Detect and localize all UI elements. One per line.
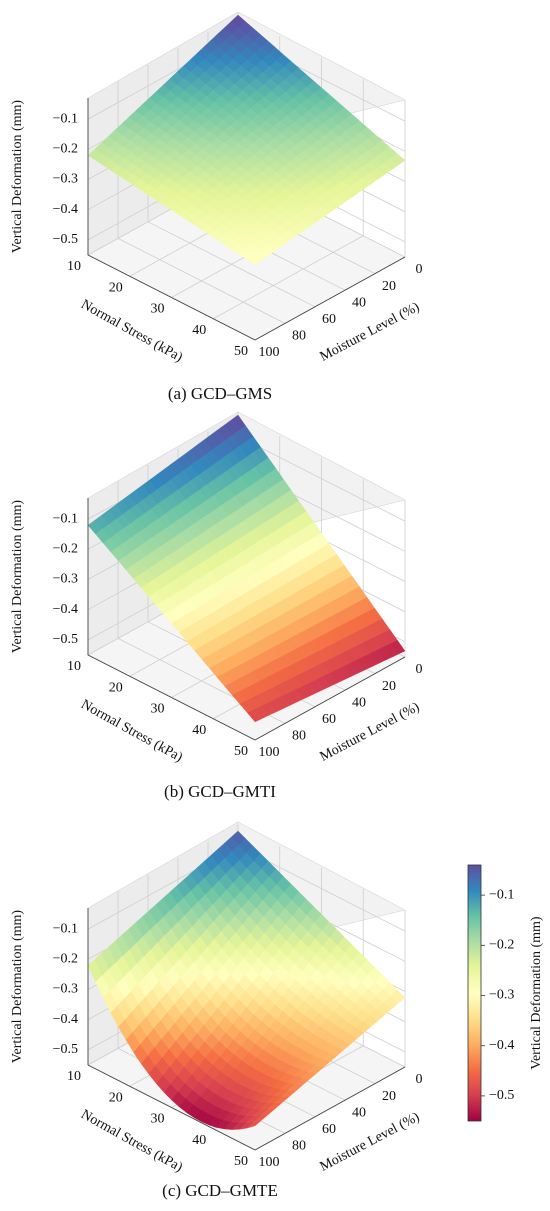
surface-plot-a: 10 20 30 40 50 0 20 40 60 80 100 −0.1 −0.2 −0.3 −0.4 −0…: [10, 11, 423, 365]
x-tick-label: 40: [192, 323, 206, 338]
caption-a: (a) GCD–GMS: [167, 384, 273, 403]
y-tick-label: 60: [322, 1122, 336, 1137]
colorbar-tick-label: −0.1: [489, 887, 514, 902]
x-tick-label: 50: [234, 344, 248, 359]
z-axis-label: Vertical Deformation (mm): [10, 500, 25, 654]
y-tick-label: 40: [352, 695, 366, 710]
caption-c: (c) GCD–GMTE: [162, 1181, 278, 1200]
y-tick-label: 0: [416, 262, 423, 277]
z-tick-label: −0.3: [53, 172, 78, 187]
x-axis-line: [87, 654, 256, 741]
x-tick-label: 30: [151, 702, 165, 717]
x-tick-label: 50: [234, 744, 248, 759]
x-tick-label: 20: [109, 280, 123, 295]
colorbar-label: Vertical Deformation (mm): [529, 916, 544, 1070]
x-axis-label: Normal Stress (kPa): [78, 1107, 185, 1175]
colorbar-tick-label: −0.3: [489, 988, 514, 1003]
x-tick-label: 40: [192, 723, 206, 738]
x-tick-label: 20: [109, 680, 123, 695]
y-tick-label: 100: [259, 345, 280, 360]
panel-c: 10 20 30 40 50 0 20 40 60 80 100 −0.1 −0.2 −0.3 −0.4 −0…: [0, 810, 440, 1180]
x-tick-label: 50: [234, 1154, 248, 1169]
y-axis-label: Moisture Level (%): [318, 1110, 423, 1175]
z-tick-label: −0.1: [53, 111, 78, 126]
y-tick-label: 20: [382, 679, 396, 694]
z-tick-label: −0.4: [53, 1012, 78, 1027]
z-tick-label: −0.4: [53, 602, 78, 617]
y-tick-label: 100: [259, 1155, 280, 1170]
surface-patch: [390, 989, 406, 1004]
x-tick-label: 10: [67, 659, 81, 674]
colorbar: −0.1 −0.2 −0.3 −0.4 −0.5 Vertical Deformation…: [467, 864, 544, 1122]
y-tick-label: 80: [292, 1139, 306, 1154]
y-axis-line: [254, 256, 406, 341]
z-tick-label: −0.2: [53, 142, 78, 157]
y-tick-label: 80: [292, 729, 306, 744]
y-tick-label: 0: [416, 1072, 423, 1087]
surface-patch: [390, 153, 406, 166]
y-tick-label: 100: [259, 745, 280, 760]
surface: [87, 830, 406, 1130]
z-tick-label: −0.2: [53, 542, 78, 557]
z-tick-label: −0.5: [53, 1042, 78, 1057]
surface: [87, 14, 406, 265]
x-tick-label: 20: [109, 1090, 123, 1105]
colorbar-tick-label: −0.4: [489, 1038, 514, 1053]
y-tick-label: 40: [352, 295, 366, 310]
y-axis-label: Moisture Level (%): [318, 700, 423, 765]
colorbar-tick-label: −0.2: [489, 938, 514, 953]
surface-patch: [390, 639, 406, 655]
z-tick-label: −0.5: [53, 632, 78, 647]
x-axis-label: Normal Stress (kPa): [78, 297, 185, 365]
x-axis-line: [87, 1064, 256, 1151]
x-tick-label: 10: [67, 259, 81, 274]
gridline-y: [117, 238, 286, 324]
z-tick-label: −0.1: [53, 921, 78, 936]
z-tick-label: −0.1: [53, 511, 78, 526]
y-tick-label: 0: [416, 662, 423, 677]
y-axis-line: [254, 656, 406, 741]
z-axis-label: Vertical Deformation (mm): [10, 100, 25, 254]
x-tick-label: 30: [151, 1112, 165, 1127]
z-tick-label: −0.2: [53, 952, 78, 967]
gridline-x: [213, 235, 364, 320]
panel-a: 10 20 30 40 50 0 20 40 60 80 100 −0.1 −0.2 −0.3 −0.4 −0…: [0, 0, 440, 370]
z-tick-label: −0.4: [53, 202, 78, 217]
y-tick-label: 20: [382, 279, 396, 294]
x-tick-label: 30: [151, 302, 165, 317]
gridline-y: [147, 221, 316, 308]
x-axis-line: [87, 254, 256, 341]
z-tick-label: −0.3: [53, 982, 78, 997]
x-axis-label: Normal Stress (kPa): [78, 697, 185, 765]
surface-plot-c: 10 20 30 40 50 0 20 40 60 80 100 −0.1 −0.2 −0.3 −0.4 −0…: [10, 821, 423, 1175]
caption-b: (b) GCD–GMTI: [164, 782, 276, 801]
panel-b: 10 20 30 40 50 0 20 40 60 80 100 −0.1 −0.2 −0.3 −0.4 −0…: [0, 400, 440, 770]
surface-plot-b: 10 20 30 40 50 0 20 40 60 80 100 −0.1 −0.2 −0.3 −0.4 −0…: [10, 411, 423, 765]
y-tick-label: 20: [382, 1089, 396, 1104]
x-tick-label: 10: [67, 1069, 81, 1084]
y-axis-line: [254, 1066, 406, 1151]
z-axis-label: Vertical Deformation (mm): [10, 910, 25, 1064]
surface: [87, 414, 406, 723]
z-tick-label: −0.3: [53, 572, 78, 587]
y-axis-label: Moisture Level (%): [318, 300, 423, 365]
colorbar-tick-label: −0.5: [489, 1088, 514, 1103]
z-tick-label: −0.5: [53, 232, 78, 247]
y-tick-label: 60: [322, 712, 336, 727]
colorbar-gradient: [467, 864, 482, 1122]
x-tick-label: 40: [192, 1133, 206, 1148]
y-tick-label: 40: [352, 1105, 366, 1120]
y-tick-label: 80: [292, 329, 306, 344]
y-tick-label: 60: [322, 312, 336, 327]
